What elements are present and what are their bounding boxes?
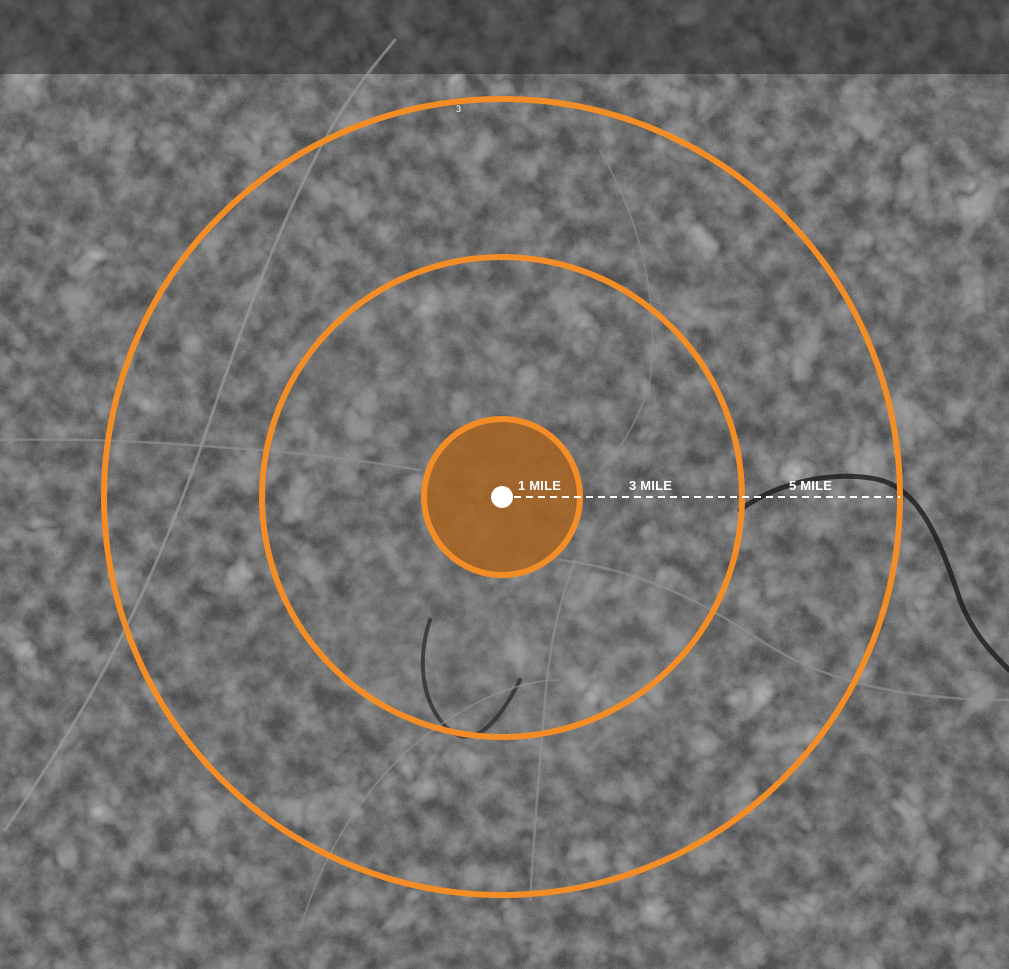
highway-east — [558, 558, 1009, 702]
highway-west — [3, 38, 397, 832]
north-dark-band — [0, 0, 1009, 74]
location-dot-icon[interactable] — [491, 486, 513, 508]
road-north — [599, 149, 654, 471]
ring-label-1-mile: 1 MILE — [518, 478, 561, 493]
roads-layer — [0, 38, 1009, 931]
urban-area — [330, 520, 710, 760]
river-east — [737, 473, 1009, 673]
ring-label-5-mile: 5 MILE — [789, 478, 832, 493]
river-south — [420, 618, 522, 739]
highway-south — [528, 558, 577, 902]
road-label: 3 — [456, 104, 461, 114]
ring-label-3-mile: 3 MILE — [629, 478, 672, 493]
road-southwest — [299, 679, 561, 931]
highway-west-east — [0, 438, 422, 472]
